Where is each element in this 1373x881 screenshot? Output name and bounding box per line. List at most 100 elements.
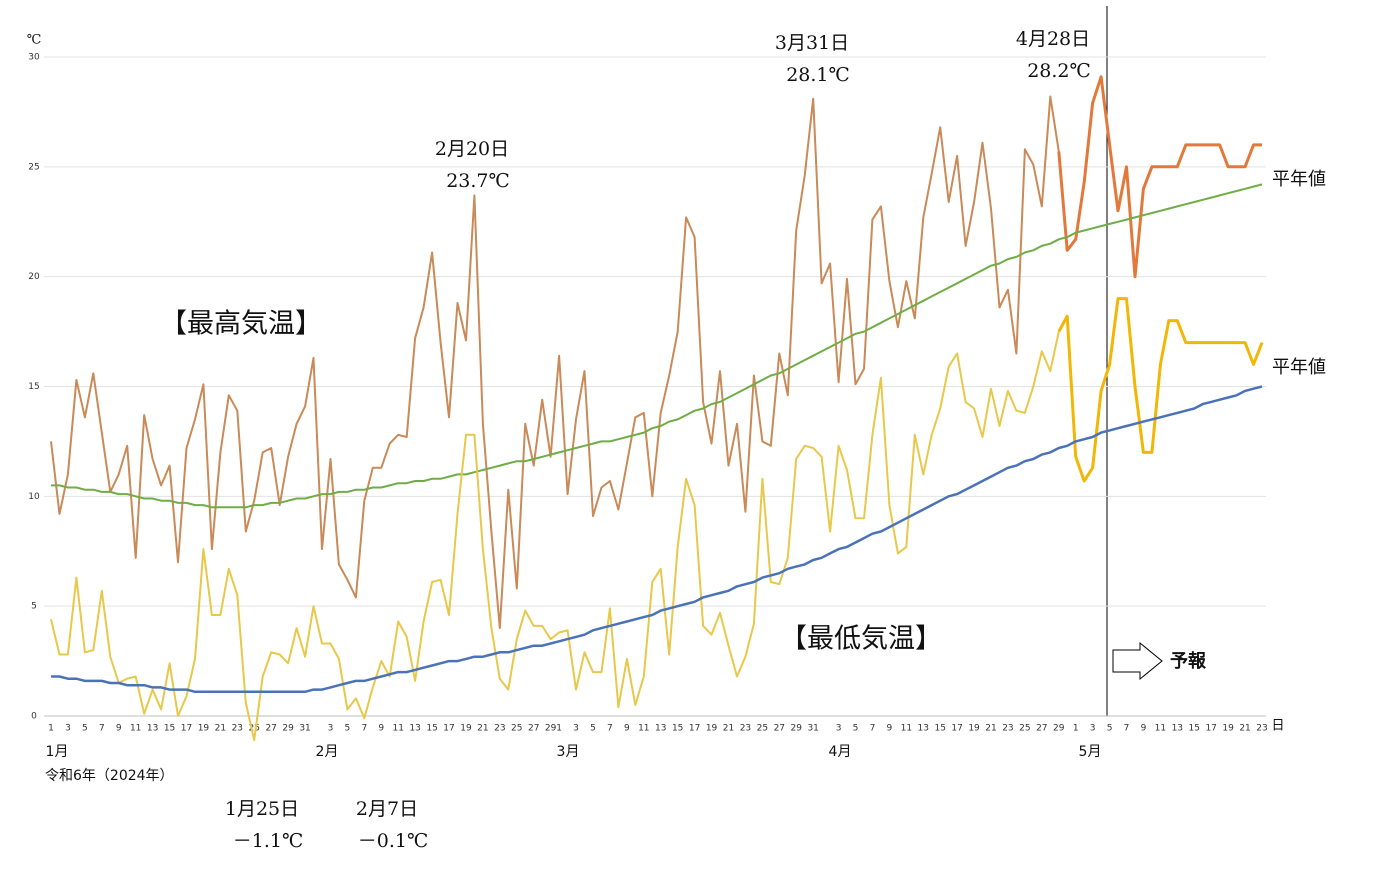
y-unit: ℃ (27, 33, 42, 48)
x-tick-label: 3 (836, 724, 842, 734)
x-tick-label: 5 (1107, 724, 1113, 734)
x-tick-label: 3 (573, 724, 579, 734)
x-tick-label: 29 (791, 724, 803, 734)
x-tick-label: 27 (1036, 724, 1047, 734)
x-tick-label: 1 (48, 724, 54, 734)
annotation: 28.1℃ (786, 64, 850, 86)
x-tick-label: 13 (147, 724, 158, 734)
x-tick-label: 11 (1155, 724, 1166, 734)
x-tick-label: 5 (345, 724, 351, 734)
x-tick-label: 29 (1053, 724, 1065, 734)
x-tick-label: 13 (409, 724, 420, 734)
x-tick-label: 25 (1019, 724, 1030, 734)
y-tick-label: 25 (28, 162, 39, 172)
x-tick-label: 7 (607, 724, 613, 734)
annotation: 2月7日 (356, 798, 418, 820)
x-tick-label: 15 (672, 724, 683, 734)
annotation: －1.1℃ (233, 830, 303, 852)
x-tick-label: 15 (1189, 724, 1200, 734)
x-tick-label: 13 (655, 724, 666, 734)
x-tick-label: 11 (638, 724, 649, 734)
y-tick-label: 30 (28, 53, 40, 63)
x-tick-label: 19 (706, 724, 718, 734)
annotation: 28.2℃ (1027, 60, 1091, 82)
x-tick-label: 27 (774, 724, 785, 734)
y-tick-label: 5 (31, 602, 37, 612)
x-tick-label: 15 (164, 724, 175, 734)
x-tick-label: 9 (624, 724, 630, 734)
x-tick-label: 17 (181, 724, 192, 734)
y-tick-label: 15 (28, 382, 39, 392)
x-tick-label: 15 (426, 724, 437, 734)
x-tick-label: 25 (511, 724, 522, 734)
x-tick-label: 19 (460, 724, 472, 734)
x-tick-label: 23 (1256, 724, 1267, 734)
month-label: 3月 (557, 744, 580, 760)
x-unit: 日 (1271, 719, 1284, 734)
x-tick-label: 25 (757, 724, 768, 734)
x-tick-label: 9 (1141, 724, 1147, 734)
x-tick-label: 21 (477, 724, 488, 734)
x-tick-label: 27 (265, 724, 276, 734)
x-tick-label: 3 (65, 724, 71, 734)
x-tick-label: 25 (249, 724, 260, 734)
normal-label: 平年値 (1272, 169, 1326, 190)
annotation: 23.7℃ (446, 170, 510, 192)
x-tick-label: 13 (1172, 724, 1183, 734)
x-tick-label: 1 (556, 724, 562, 734)
x-tick-label: 5 (853, 724, 859, 734)
annotation: 3月31日 (775, 32, 849, 54)
x-tick-label: 5 (82, 724, 88, 734)
month-label: 1月 (46, 744, 69, 760)
section-label: 【最低気温】 (780, 624, 942, 655)
x-tick-label: 29 (545, 724, 557, 734)
x-tick-label: 23 (494, 724, 505, 734)
month-label: 2月 (316, 744, 339, 760)
x-tick-label: 19 (1222, 724, 1234, 734)
temperature-line (50, 331, 1060, 742)
x-tick-label: 7 (361, 724, 367, 734)
x-tick-label: 17 (689, 724, 700, 734)
x-tick-label: 5 (590, 724, 596, 734)
x-tick-label: 23 (1002, 724, 1013, 734)
x-tick-label: 9 (116, 724, 122, 734)
x-tick-label: 1 (1073, 724, 1079, 734)
x-tick-label: 21 (1239, 724, 1250, 734)
y-tick-label: 10 (28, 492, 40, 502)
normal-label: 平年値 (1272, 357, 1326, 378)
x-tick-label: 9 (887, 724, 893, 734)
x-tick-label: 31 (807, 724, 818, 734)
temperature-line (51, 385, 1263, 694)
x-tick-label: 3 (1090, 724, 1096, 734)
annotation: 1月25日 (225, 798, 299, 820)
temperature-line (50, 95, 1060, 630)
x-tick-label: 3 (328, 724, 334, 734)
x-tick-label: 7 (870, 724, 876, 734)
x-tick-label: 19 (968, 724, 980, 734)
x-tick-label: 17 (1205, 724, 1216, 734)
x-tick-label: 11 (392, 724, 403, 734)
x-tick-label: 23 (740, 724, 751, 734)
x-tick-label: 17 (951, 724, 962, 734)
y-tick-label: 0 (31, 712, 37, 722)
temperature-line (1057, 297, 1264, 483)
era-label: 令和6年（2024年） (45, 768, 174, 784)
forecast-arrow (1112, 641, 1163, 681)
x-tick-label: 21 (985, 724, 996, 734)
x-tick-label: 7 (99, 724, 105, 734)
x-tick-label: 15 (934, 724, 945, 734)
temperature-line (51, 183, 1263, 509)
x-tick-label: 21 (215, 724, 226, 734)
month-label: 5月 (1079, 744, 1102, 760)
y-tick-label: 20 (28, 272, 40, 282)
temperature-line (1057, 75, 1262, 279)
annotation: －0.1℃ (358, 830, 428, 852)
section-label: 【最高気温】 (160, 309, 322, 340)
x-tick-label: 11 (901, 724, 912, 734)
x-tick-label: 23 (232, 724, 243, 734)
x-tick-label: 21 (723, 724, 734, 734)
x-tick-label: 13 (918, 724, 929, 734)
x-tick-label: 17 (443, 724, 454, 734)
x-tick-label: 27 (528, 724, 539, 734)
